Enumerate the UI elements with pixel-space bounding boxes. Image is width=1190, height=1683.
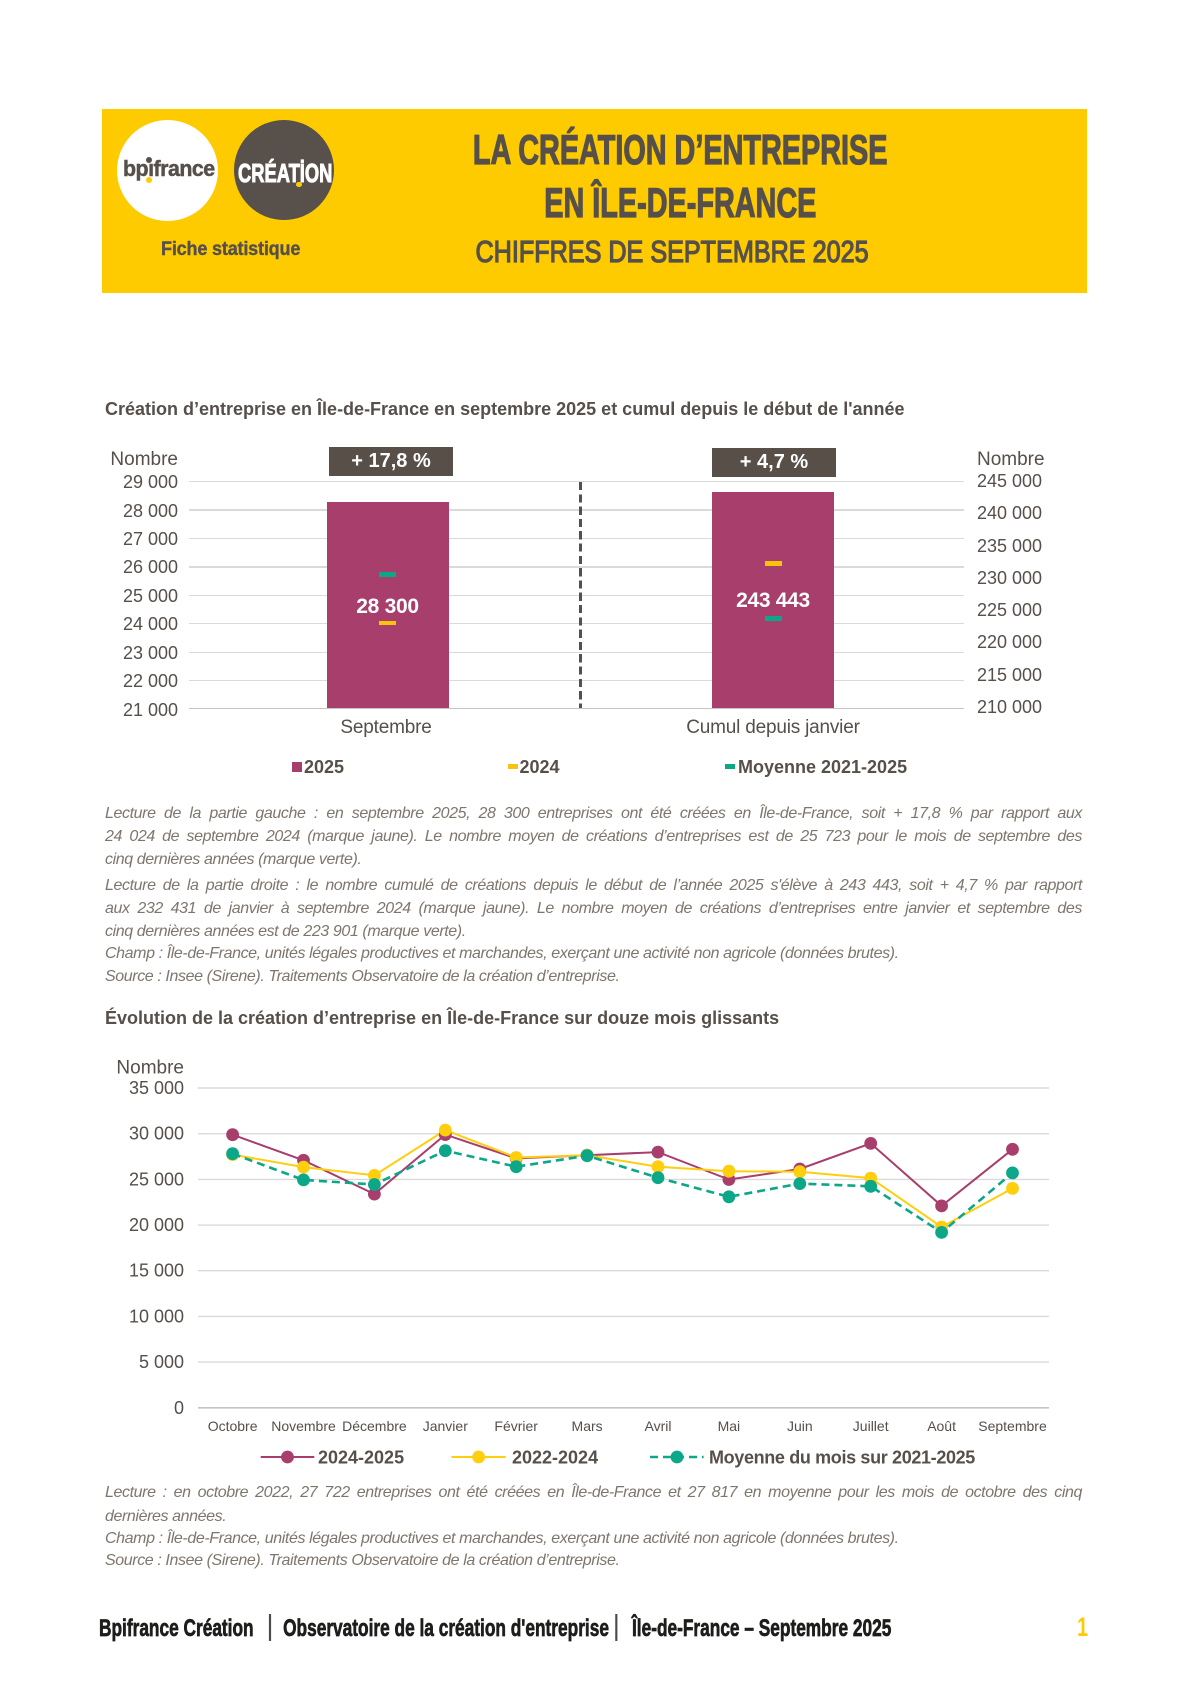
svg-text:15 000: 15 000: [129, 1261, 184, 1281]
svg-text:Mai: Mai: [718, 1418, 741, 1434]
svg-text:30 000: 30 000: [129, 1124, 184, 1144]
svg-text:2024-2025: 2024-2025: [318, 1448, 404, 1468]
svg-text:Mars: Mars: [572, 1418, 603, 1434]
svg-text:Juillet: Juillet: [853, 1418, 889, 1434]
svg-text:10 000: 10 000: [129, 1306, 184, 1326]
svg-text:Novembre: Novembre: [271, 1418, 336, 1434]
svg-text:Moyenne du mois sur 2021-2025: Moyenne du mois sur 2021-2025: [709, 1448, 975, 1468]
svg-text:2022-2024: 2022-2024: [512, 1448, 598, 1468]
svg-text:20 000: 20 000: [129, 1215, 184, 1235]
svg-text:Octobre: Octobre: [208, 1418, 258, 1434]
svg-text:Décembre: Décembre: [342, 1418, 407, 1434]
svg-text:Juin: Juin: [787, 1418, 813, 1434]
svg-text:0: 0: [174, 1398, 184, 1418]
svg-text:Janvier: Janvier: [423, 1418, 468, 1434]
svg-text:35 000: 35 000: [129, 1078, 184, 1098]
svg-text:5 000: 5 000: [139, 1352, 184, 1372]
svg-text:25 000: 25 000: [129, 1169, 184, 1189]
svg-text:Avril: Avril: [645, 1418, 672, 1434]
svg-text:Nombre: Nombre: [116, 1058, 184, 1079]
svg-text:Août: Août: [927, 1418, 956, 1434]
svg-text:Septembre: Septembre: [978, 1418, 1047, 1434]
svg-text:Février: Février: [494, 1418, 538, 1434]
